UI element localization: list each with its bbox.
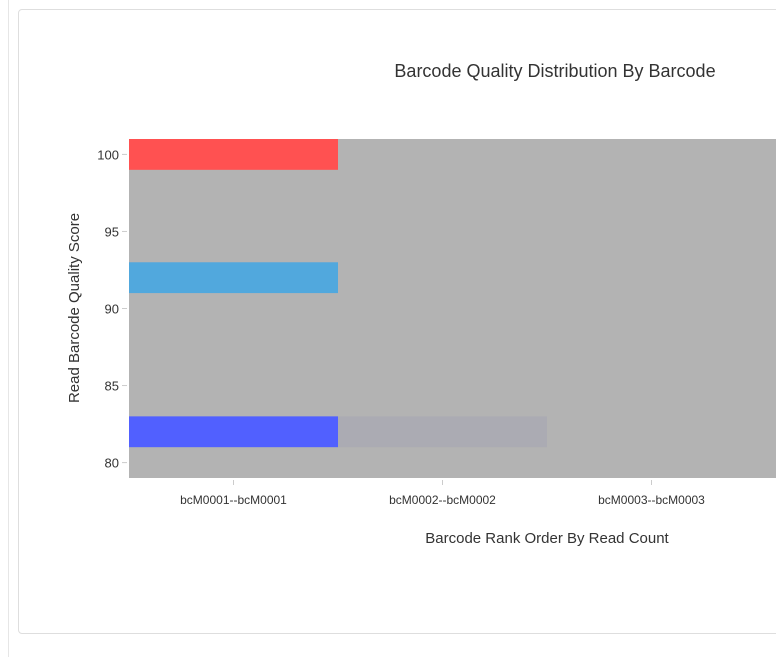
heatmap-cell bbox=[129, 262, 338, 294]
chart-title: Barcode Quality Distribution By Barcode bbox=[394, 61, 715, 81]
page-frame bbox=[8, 0, 776, 657]
x-axis: bcM0001--bcM0001 bcM0002--bcM0002 bcM0003-… bbox=[180, 480, 705, 507]
y-axis-label: Read Barcode Quality Score bbox=[66, 213, 83, 403]
y-axis: 80 85 90 95 100 bbox=[97, 147, 127, 471]
y-tick-label: 90 bbox=[105, 302, 119, 317]
heatmap-cell bbox=[129, 139, 338, 170]
heatmap-cells bbox=[129, 139, 547, 448]
y-tick-label: 95 bbox=[105, 224, 119, 239]
heatmap-cell bbox=[338, 416, 547, 448]
x-tick-label: bcM0003--bcM0003 bbox=[598, 493, 705, 507]
x-tick-label: bcM0002--bcM0002 bbox=[389, 493, 496, 507]
x-tick-label: bcM0001--bcM0001 bbox=[180, 493, 287, 507]
x-axis-label: Barcode Rank Order By Read Count bbox=[425, 530, 669, 547]
y-tick-label: 100 bbox=[97, 147, 119, 162]
y-tick-label: 80 bbox=[105, 456, 119, 471]
y-tick-label: 85 bbox=[105, 379, 119, 394]
heatmap-cell bbox=[129, 416, 338, 448]
